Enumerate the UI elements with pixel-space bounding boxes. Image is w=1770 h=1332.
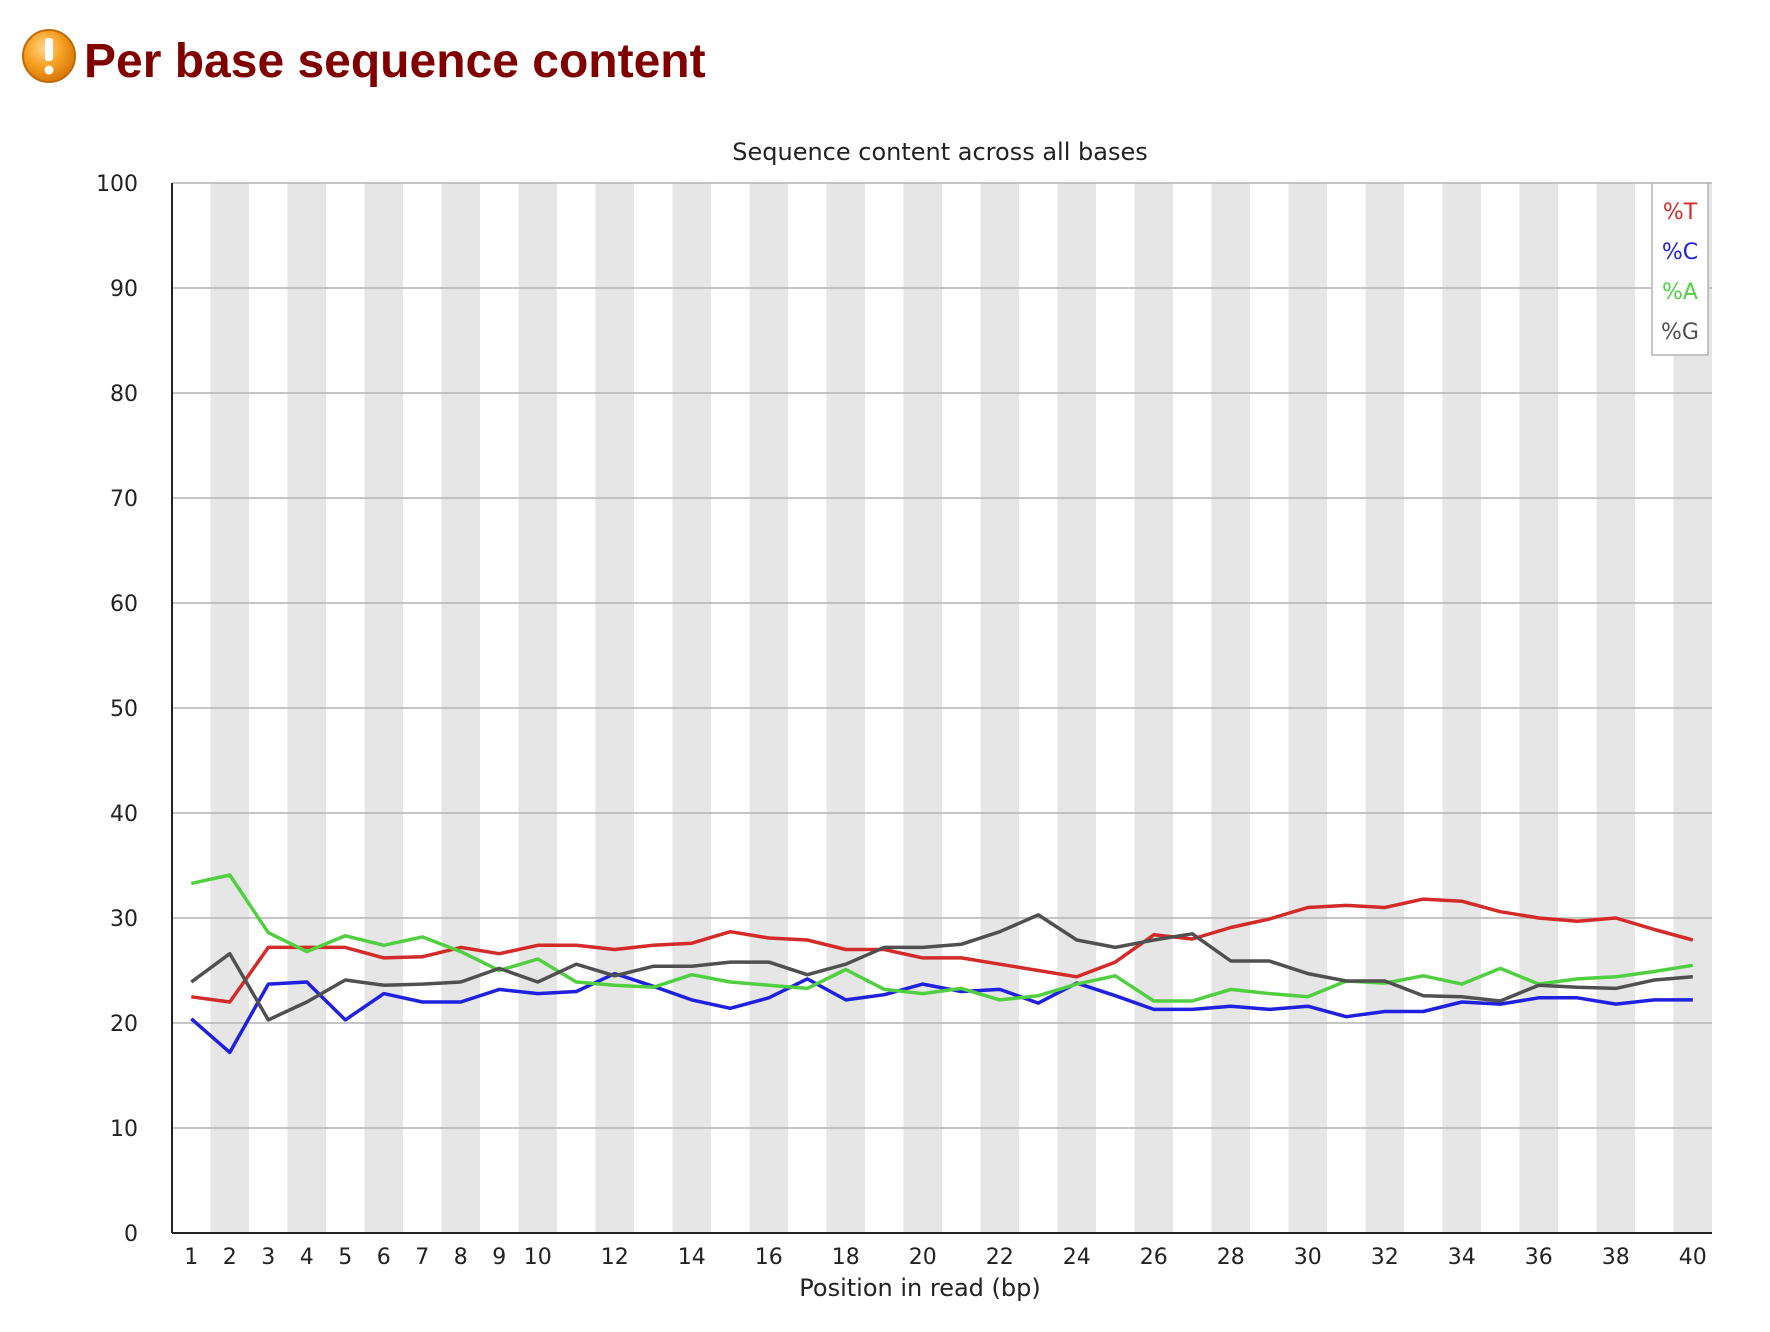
y-tick-70: 70: [110, 487, 138, 512]
x-tick-6: 6: [377, 1245, 391, 1270]
x-tick-20: 20: [909, 1245, 937, 1270]
x-tick-4: 4: [300, 1245, 314, 1270]
series-line-G: [190, 913, 1693, 1022]
x-tick-34: 34: [1448, 1245, 1476, 1270]
y-tick-30: 30: [110, 907, 138, 932]
x-tick-36: 36: [1525, 1245, 1553, 1270]
x-tick-8: 8: [454, 1245, 468, 1270]
warning-icon: [22, 29, 76, 83]
axes: [171, 183, 1712, 1234]
series-line-T: [191, 897, 1694, 1004]
series-line-A: [190, 873, 1694, 1003]
x-tick-24: 24: [1063, 1245, 1091, 1270]
x-tick-18: 18: [832, 1245, 860, 1270]
legend-item-A: %A: [1662, 280, 1698, 305]
y-tick-10: 10: [110, 1117, 138, 1142]
x-tick-1: 1: [184, 1245, 198, 1270]
gridlines: [172, 182, 1712, 1129]
y-tick-0: 0: [124, 1222, 138, 1247]
y-tick-90: 90: [110, 277, 138, 302]
x-tick-12: 12: [601, 1245, 629, 1270]
x-tick-labels: 1 2 3 4 5 6 7 8 9 10 12 14 16 18 20 22 24 26 28 30 32 34 36 38 4…: [184, 1245, 1707, 1270]
y-tick-50: 50: [110, 697, 138, 722]
y-tick-labels: 0 10 20 30 40 50 60 70 80 90 100: [96, 172, 138, 1247]
x-tick-2: 2: [223, 1245, 237, 1270]
series-line-C: [190, 971, 1693, 1055]
x-axis-label: Position in read (bp): [799, 1274, 1040, 1302]
x-tick-9: 9: [492, 1245, 506, 1270]
page-title: Per base sequence content: [84, 34, 706, 88]
x-tick-3: 3: [261, 1245, 275, 1270]
x-tick-32: 32: [1371, 1245, 1399, 1270]
y-tick-40: 40: [110, 802, 138, 827]
x-tick-26: 26: [1140, 1245, 1168, 1270]
y-tick-20: 20: [110, 1012, 138, 1037]
legend-box: [1651, 182, 1709, 356]
x-tick-40: 40: [1679, 1245, 1707, 1270]
x-tick-7: 7: [415, 1245, 429, 1270]
legend-item-T: %T: [1663, 200, 1698, 225]
legend-item-G: %G: [1661, 320, 1699, 345]
x-tick-30: 30: [1294, 1245, 1322, 1270]
legend: %T %C %A %G: [1651, 182, 1709, 356]
legend-item-C: %C: [1662, 240, 1698, 265]
x-tick-10: 10: [524, 1245, 552, 1270]
x-tick-14: 14: [678, 1245, 706, 1270]
section-header: Per base sequence content: [20, 24, 706, 88]
series-lines: [190, 873, 1694, 1055]
x-tick-28: 28: [1217, 1245, 1245, 1270]
y-tick-60: 60: [110, 592, 138, 617]
y-tick-100: 100: [96, 172, 138, 197]
x-tick-22: 22: [986, 1245, 1014, 1270]
x-tick-38: 38: [1602, 1245, 1630, 1270]
x-tick-16: 16: [755, 1245, 783, 1270]
x-tick-5: 5: [338, 1245, 352, 1270]
y-tick-80: 80: [110, 382, 138, 407]
chart-title: Sequence content across all bases: [732, 138, 1147, 166]
